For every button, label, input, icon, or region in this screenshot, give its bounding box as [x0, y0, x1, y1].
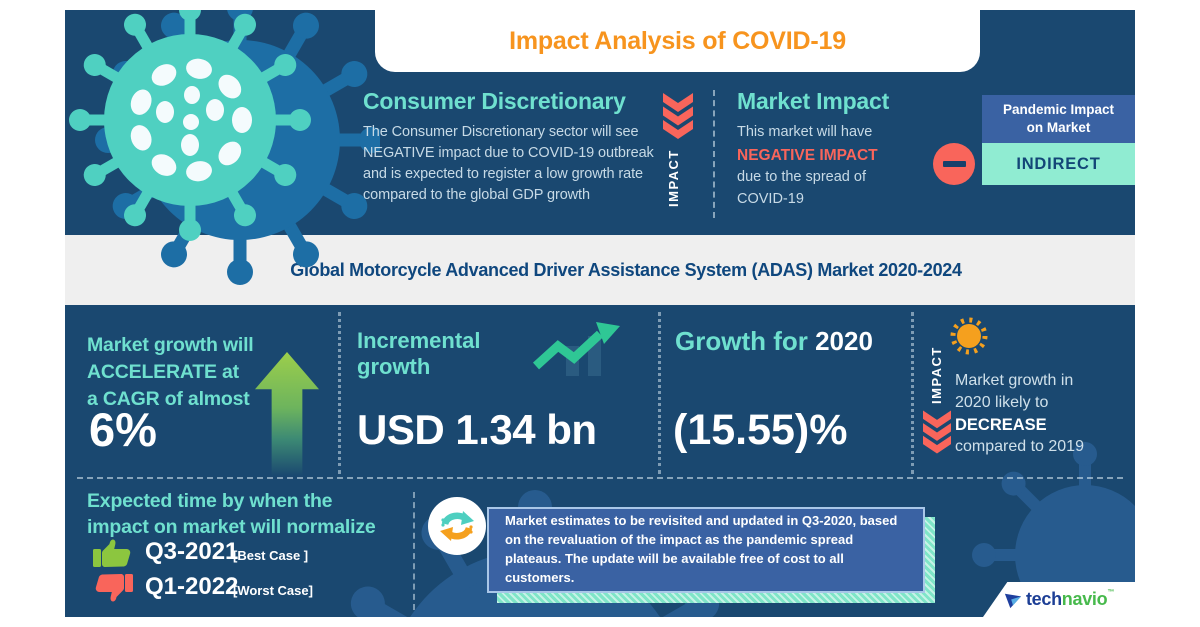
- market-impact-line1: This market will have: [737, 124, 873, 140]
- impact-2020-line2: 2020 likely to: [955, 394, 1049, 411]
- impact-2020-line1: Market growth in: [955, 372, 1074, 389]
- consumer-discretionary-section: Consumer Discretionary The Consumer Disc…: [363, 88, 665, 206]
- market-impact-section: Market Impact This market will have NEGA…: [737, 88, 932, 211]
- market-impact-heading: Market Impact: [737, 88, 890, 114]
- stats-divider-2: [658, 312, 661, 474]
- pandemic-impact-label: Pandemic Impact on Market: [982, 95, 1135, 143]
- normalize-heading: Expected time by when the impact on mark…: [87, 488, 376, 540]
- chevrons-down-icon: [663, 93, 693, 139]
- header-banner: Impact Analysis of COVID-19: [375, 10, 980, 72]
- coronavirus-illustration: [69, 10, 380, 285]
- growth-2020-year: 2020: [815, 326, 873, 356]
- worst-case-value: Q1-2022: [145, 573, 239, 600]
- growth-2020-value: (15.55)%: [673, 406, 848, 454]
- market-impact-line2: due to the spread of: [737, 169, 866, 185]
- incremental-growth-value: USD 1.34 bn: [357, 406, 597, 453]
- page-title: Impact Analysis of COVID-19: [509, 26, 846, 55]
- best-case-value: Q3-2021: [145, 538, 239, 565]
- incremental-growth-heading: Incremental growth: [357, 328, 481, 380]
- pandemic-impact-value: INDIRECT: [982, 143, 1135, 185]
- cagr-value: 6%: [89, 403, 157, 456]
- minus-circle-icon: [933, 143, 975, 185]
- logo-trademark: ™: [1107, 589, 1115, 596]
- cagr-text: Market growth will ACCELERATE at a CAGR …: [87, 332, 254, 413]
- normalize-heading-line1: Expected time by when the: [87, 490, 333, 512]
- line-chart-icon: [532, 322, 620, 376]
- best-case-label: [Best Case ]: [233, 548, 309, 563]
- growth-2020-heading: Growth for 2020: [675, 326, 873, 357]
- impact-2020-text: Market growth in 2020 likely to DECREASE…: [955, 370, 1135, 458]
- note-text: Market estimates to be revisited and upd…: [505, 513, 898, 585]
- worst-case-label: [Worst Case]: [233, 583, 313, 598]
- virus-sun-icon: [950, 317, 988, 355]
- technavio-logo-text: technavio™: [1026, 589, 1114, 610]
- growth-2020-label: Growth for: [675, 326, 816, 356]
- badge-label-line1: Pandemic Impact: [1002, 102, 1115, 118]
- impact-vertical-label: IMPACT: [666, 149, 681, 207]
- market-impact-line3: COVID-19: [737, 190, 804, 207]
- technavio-logo-icon: [1004, 593, 1022, 608]
- cagr-line2: ACCELERATE at: [87, 361, 239, 383]
- logo-suffix: navio: [1061, 589, 1108, 609]
- note-box: Market estimates to be revisited and upd…: [487, 507, 925, 593]
- incremental-line2: growth: [357, 354, 431, 379]
- impact-vertical-label-2: IMPACT: [929, 346, 944, 404]
- market-impact-highlight: NEGATIVE IMPACT: [737, 146, 878, 164]
- logo-prefix: tech: [1025, 589, 1062, 609]
- minus-bar: [942, 161, 966, 167]
- infographic-canvas: Global Motorcycle Advanced Driver Assist…: [65, 10, 1135, 617]
- pandemic-impact-badge: Pandemic Impact on Market INDIRECT: [982, 95, 1135, 185]
- badge-label-line2: on Market: [1026, 120, 1091, 135]
- impact-2020-highlight: DECREASE: [955, 416, 1047, 434]
- bottom-divider: [413, 492, 415, 610]
- normalize-heading-line2: impact on market will normalize: [87, 516, 376, 538]
- technavio-banner: technavio™: [983, 582, 1135, 617]
- impact-2020-line3: compared to 2019: [955, 438, 1084, 455]
- refresh-icon: [428, 497, 486, 555]
- cagr-line1: Market growth will: [87, 334, 254, 356]
- market-title: Global Motorcycle Advanced Driver Assist…: [290, 259, 962, 280]
- consumer-body: The Consumer Discretionary sector will s…: [363, 124, 654, 204]
- thumbs-up-icon: [93, 539, 131, 567]
- chevrons-down-icon-2: [923, 410, 951, 454]
- header-divider: [713, 90, 715, 218]
- consumer-heading: Consumer Discretionary: [363, 88, 626, 114]
- stats-divider-3: [911, 312, 914, 474]
- cagr-line3: a CAGR of almost: [87, 388, 250, 410]
- horizontal-dashed-divider: [77, 477, 1123, 479]
- thumbs-down-icon: [95, 574, 133, 602]
- incremental-line1: Incremental: [357, 328, 481, 353]
- stats-divider-1: [338, 312, 341, 474]
